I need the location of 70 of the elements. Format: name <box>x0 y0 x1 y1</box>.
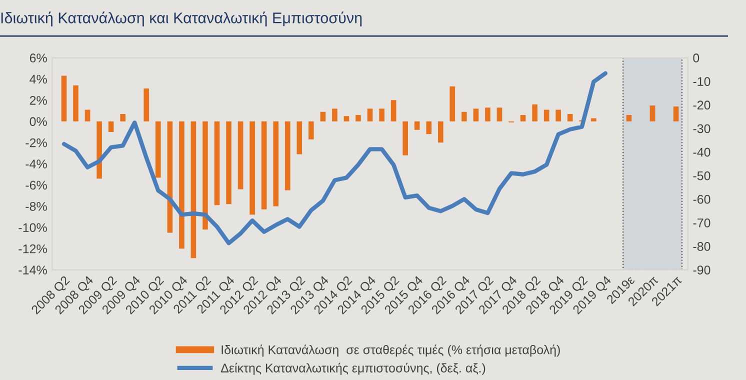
bar <box>108 121 114 132</box>
bar <box>179 121 184 249</box>
y-tick-label: -14% <box>18 266 47 274</box>
chart-title: Ιδιωτική Κατανάλωση και Καταναλωτική Εμπιστοσύνη <box>1 12 362 26</box>
bar <box>190 121 196 258</box>
y-tick-label: -8% <box>26 202 47 211</box>
y2-tick-label: -10 <box>693 77 710 86</box>
bar <box>214 121 220 206</box>
bar <box>544 110 550 122</box>
bar <box>320 112 326 122</box>
bar <box>462 112 467 122</box>
bar <box>144 88 150 122</box>
bar <box>532 104 538 122</box>
bar <box>379 108 384 122</box>
y-tick-label: -4% <box>26 160 47 168</box>
bar <box>367 108 373 122</box>
bar <box>238 121 244 190</box>
y2-tick-label: -70 <box>693 218 710 228</box>
bar <box>438 121 444 143</box>
bar <box>250 121 255 215</box>
bar <box>332 108 338 122</box>
y2-tick-label: -50 <box>693 171 710 180</box>
bar <box>284 121 290 190</box>
bar <box>496 108 502 122</box>
bar <box>61 76 67 122</box>
bar <box>156 121 161 178</box>
bar <box>426 121 432 134</box>
y-tick-label: 0% <box>30 117 47 126</box>
y-tick-label: 4% <box>30 74 47 84</box>
y2-tick-label: -60 <box>693 194 710 204</box>
bar <box>567 114 573 122</box>
line-series <box>62 71 608 246</box>
legend-label: Δείκτης Καταναλωτικής εμπιστοσύνης, (δεξ. αξ.) <box>220 362 486 375</box>
y-tick-label: 2% <box>30 96 47 105</box>
y2-tick-label: -30 <box>693 124 710 134</box>
bar <box>414 121 420 130</box>
bar <box>120 114 126 122</box>
bar <box>556 110 561 122</box>
bar <box>450 86 456 122</box>
y2-tick-label: -40 <box>693 148 710 157</box>
bar <box>84 110 90 122</box>
legend-label: Ιδιωτική Κατανάλωση σε σταθερές τιμές (% ετήσια μεταβολή) <box>222 344 560 357</box>
bar <box>626 115 632 122</box>
bar <box>226 121 232 204</box>
bar <box>356 115 361 122</box>
y-tick-label: -12% <box>18 244 47 254</box>
y2-tick-label: 0 <box>693 54 700 62</box>
bar <box>296 121 302 154</box>
bar <box>520 115 526 122</box>
y-tick-label: 6% <box>30 54 47 62</box>
y2-tick-label: -20 <box>693 100 710 110</box>
bar <box>673 106 679 122</box>
bar <box>96 121 102 179</box>
bar <box>202 121 208 230</box>
bar <box>273 121 279 206</box>
y2-tick-label: -90 <box>693 266 710 274</box>
bar <box>344 116 350 122</box>
bar <box>73 85 78 122</box>
bar <box>473 108 479 122</box>
bar <box>591 118 596 122</box>
bar <box>261 121 267 210</box>
bar <box>402 121 408 156</box>
y-tick-label: -6% <box>26 180 47 190</box>
bar <box>650 105 656 122</box>
y2-tick-label: -80 <box>693 242 710 251</box>
y-tick-label: -10% <box>18 223 47 232</box>
y-tick-label: -2% <box>26 138 47 148</box>
bar <box>390 100 396 122</box>
bar <box>308 121 314 140</box>
bar <box>485 108 490 122</box>
